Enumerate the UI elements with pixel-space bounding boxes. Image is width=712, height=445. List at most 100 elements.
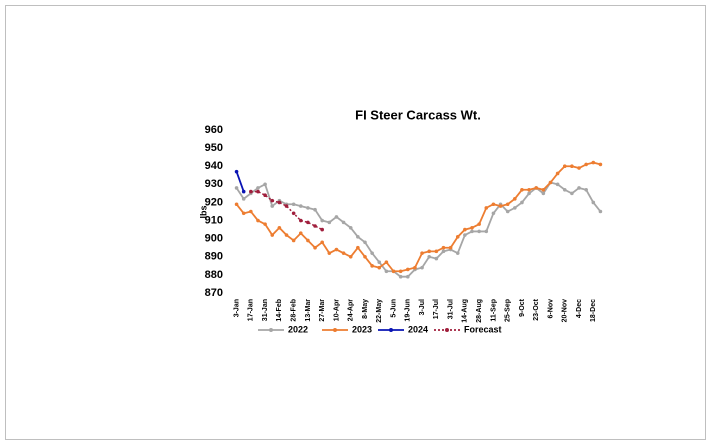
x-tick-label: 20-Nov <box>562 299 569 322</box>
series-line <box>235 181 602 278</box>
data-point <box>420 251 424 255</box>
y-tick-label: 880 <box>205 269 223 281</box>
x-tick-label: 25-Sep <box>505 299 512 322</box>
data-point <box>541 191 546 196</box>
data-point <box>477 222 481 226</box>
data-point <box>284 204 289 208</box>
x-tick-label: 6-Nov <box>547 299 554 319</box>
x-tick-label: 23-Oct <box>533 298 540 320</box>
series-line <box>235 171 245 192</box>
data-point <box>513 197 517 201</box>
x-tick-label: 5-Jun <box>390 299 397 318</box>
y-tick-label: 870 <box>205 287 223 299</box>
data-point <box>241 197 246 201</box>
data-point <box>505 202 510 207</box>
series-line <box>235 161 601 273</box>
legend-marker <box>389 328 393 332</box>
data-point <box>334 215 339 219</box>
data-point <box>413 265 417 270</box>
data-point <box>320 218 324 223</box>
data-point <box>234 202 239 207</box>
data-point <box>249 189 253 194</box>
data-point <box>513 206 517 210</box>
data-point <box>256 186 260 190</box>
frame <box>5 5 706 440</box>
data-point <box>270 204 275 208</box>
data-point <box>427 254 432 259</box>
data-point <box>562 187 567 192</box>
data-point <box>306 220 310 225</box>
data-point <box>341 220 346 225</box>
data-point <box>520 200 524 205</box>
x-tick-label: 9-Oct <box>519 298 526 317</box>
data-point <box>370 251 374 255</box>
data-point <box>320 240 324 245</box>
data-point <box>327 220 332 225</box>
data-point <box>470 229 474 234</box>
data-point <box>356 235 360 239</box>
data-point <box>234 186 239 190</box>
y-tick-label: 930 <box>205 178 223 190</box>
data-point <box>298 204 303 208</box>
x-tick-label: 13-Mar <box>305 299 312 322</box>
data-point <box>541 187 546 192</box>
x-tick-label: 31-Jan <box>262 299 269 321</box>
chart-title: FI Steer Carcass Wt. <box>355 107 481 122</box>
data-point <box>298 231 303 236</box>
data-point <box>363 240 367 245</box>
data-point <box>398 269 403 274</box>
legend-marker <box>445 328 449 332</box>
data-point <box>263 222 267 226</box>
data-point <box>591 200 596 205</box>
x-tick-label: 4-Dec <box>576 299 583 318</box>
data-point <box>284 233 289 237</box>
x-tick-label: 14-Aug <box>462 299 469 323</box>
x-tick-label: 22-May <box>376 299 383 323</box>
data-point <box>477 229 481 234</box>
data-point <box>313 245 317 250</box>
data-point <box>256 218 260 223</box>
y-tick-label: 940 <box>205 160 223 172</box>
x-tick-label: 14-Feb <box>276 299 283 322</box>
data-point <box>313 224 317 228</box>
y-tick-label: 910 <box>205 214 223 226</box>
data-point <box>291 211 296 216</box>
data-point <box>448 245 453 250</box>
data-point <box>384 260 389 265</box>
data-point <box>484 229 489 234</box>
data-point <box>306 206 310 210</box>
data-point <box>584 162 588 167</box>
x-tick-label: 28-Feb <box>290 299 297 322</box>
data-point <box>548 180 553 185</box>
legend-label: Forecast <box>464 324 502 334</box>
x-tick-label: 24-Apr <box>348 299 355 321</box>
data-point <box>291 238 296 243</box>
data-point <box>384 269 389 274</box>
data-point <box>334 247 339 252</box>
data-point <box>377 260 382 265</box>
data-point <box>505 209 510 214</box>
data-point <box>270 198 275 203</box>
data-point <box>234 169 239 174</box>
data-point <box>463 233 467 237</box>
data-point <box>584 187 588 192</box>
data-point <box>363 254 367 259</box>
x-tick-label: 3-Jan <box>233 299 240 317</box>
data-point <box>298 218 303 223</box>
data-point <box>263 182 267 187</box>
data-point <box>441 245 446 250</box>
data-point <box>441 249 446 254</box>
data-point <box>348 226 353 230</box>
data-point <box>562 164 567 169</box>
data-point <box>291 202 296 207</box>
data-point <box>256 189 260 194</box>
y-tick-label: 950 <box>205 142 223 154</box>
legend-marker <box>269 328 273 332</box>
x-tick-label: 11-Sep <box>490 299 497 322</box>
data-point <box>434 256 439 261</box>
data-point <box>570 191 574 196</box>
data-point <box>484 206 489 210</box>
data-point <box>398 274 403 279</box>
data-point <box>555 182 560 187</box>
